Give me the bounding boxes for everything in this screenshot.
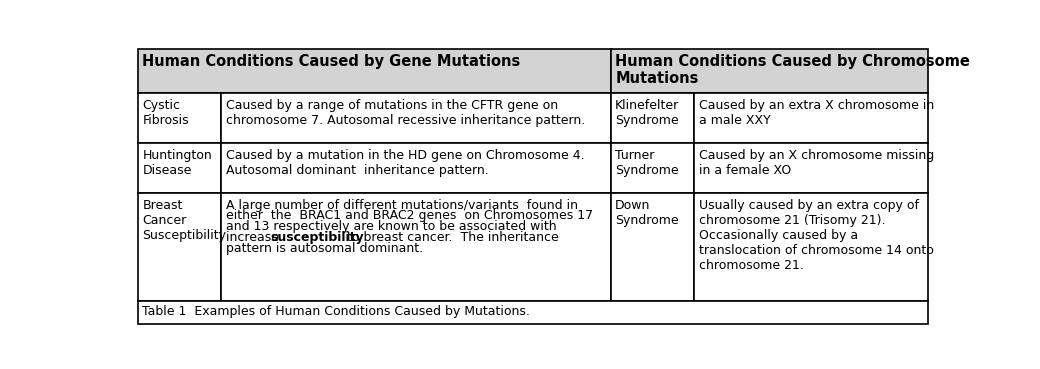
Bar (610, 93, 695, 143)
Text: A large number of different mutations/variants  found in: A large number of different mutations/va… (226, 199, 578, 212)
Text: Cystic
Fibrosis: Cystic Fibrosis (142, 99, 189, 127)
Text: Usually caused by an extra copy of
chromosome 21 (Trisomy 21).
Occasionally caus: Usually caused by an extra copy of chrom… (699, 199, 934, 272)
Bar (137, 301, 929, 324)
Text: Huntington
Disease: Huntington Disease (142, 149, 212, 177)
Text: Caused by an X chromosome missing
in a female XO: Caused by an X chromosome missing in a f… (699, 149, 934, 177)
Bar (222, 193, 610, 301)
Bar (137, 143, 222, 193)
Text: Caused by an extra X chromosome in
a male XXY: Caused by an extra X chromosome in a mal… (699, 99, 934, 127)
Text: to breast cancer.  The inheritance: to breast cancer. The inheritance (343, 231, 558, 244)
Bar (695, 193, 929, 301)
Text: Down
Syndrome: Down Syndrome (615, 199, 679, 227)
Bar (610, 48, 929, 93)
Text: Breast
Cancer
Susceptibility: Breast Cancer Susceptibility (142, 199, 227, 242)
Text: Turner
Syndrome: Turner Syndrome (615, 149, 679, 177)
Bar (222, 93, 610, 143)
Bar (222, 143, 610, 193)
Text: Klinefelter
Syndrome: Klinefelter Syndrome (615, 99, 679, 127)
Text: Table 1  Examples of Human Conditions Caused by Mutations.: Table 1 Examples of Human Conditions Cau… (142, 305, 530, 318)
Bar (137, 193, 222, 301)
Text: increase: increase (226, 231, 283, 244)
Bar (695, 93, 929, 143)
Text: either  the  BRAC1 and BRAC2 genes  on Chromosomes 17: either the BRAC1 and BRAC2 genes on Chro… (226, 209, 593, 223)
Text: Human Conditions Caused by Gene Mutations: Human Conditions Caused by Gene Mutation… (142, 54, 521, 69)
Bar (137, 48, 610, 93)
Bar (610, 193, 695, 301)
Text: pattern is autosomal dominant.: pattern is autosomal dominant. (226, 242, 423, 255)
Bar (137, 93, 222, 143)
Text: Human Conditions Caused by Chromosome
Mutations: Human Conditions Caused by Chromosome Mu… (615, 54, 970, 86)
Text: Caused by a range of mutations in the CFTR gene on
chromosome 7. Autosomal reces: Caused by a range of mutations in the CF… (226, 99, 586, 127)
Text: Caused by a mutation in the HD gene on Chromosome 4.
Autosomal dominant  inherit: Caused by a mutation in the HD gene on C… (226, 149, 584, 177)
Bar (610, 143, 695, 193)
Bar (695, 143, 929, 193)
Text: and 13 respectively are known to be associated with: and 13 respectively are known to be asso… (226, 220, 556, 233)
Text: susceptibility: susceptibility (270, 231, 364, 244)
